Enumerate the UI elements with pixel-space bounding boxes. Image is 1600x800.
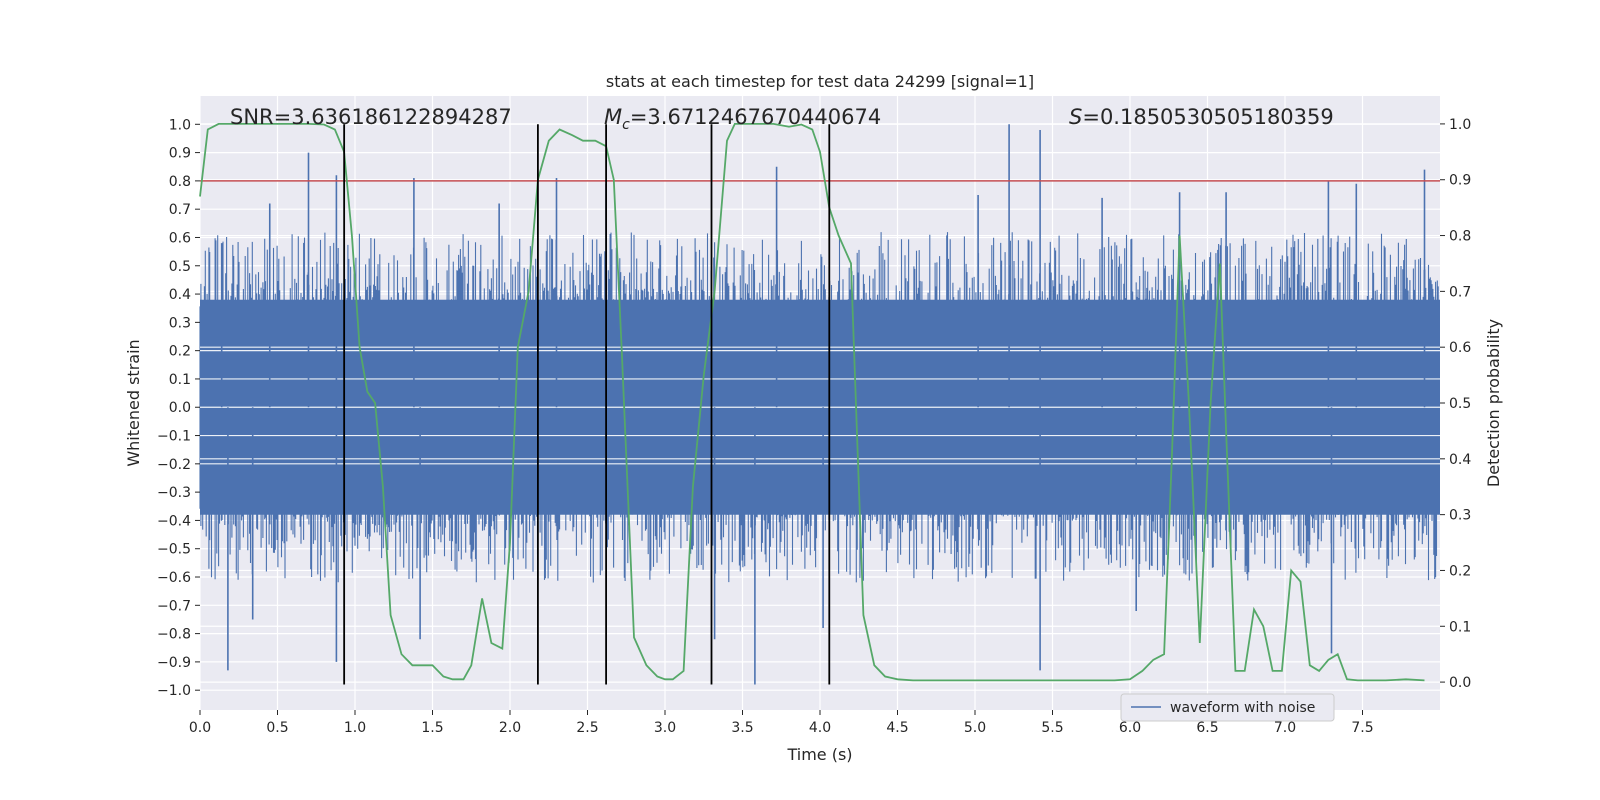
x-tick-label: 7.0 (1274, 720, 1296, 736)
y-right-tick-label: 0.1 (1449, 619, 1471, 635)
snr-annotation: SNR=3.636186122894287 (230, 105, 512, 129)
y-right-tick-label: 0.7 (1449, 284, 1471, 300)
y-right-tick-label: 0.4 (1449, 452, 1471, 468)
x-tick-label: 0.5 (266, 720, 288, 736)
mc-annotation: Mc=3.6712467670440674 (604, 105, 881, 133)
y-right-tick-label: 0.9 (1449, 173, 1471, 189)
y-right-tick-label: 0.3 (1449, 508, 1471, 524)
legend: waveform with noise (1120, 693, 1335, 722)
x-tick-label: 6.5 (1196, 720, 1218, 736)
x-tick-label: 2.0 (499, 720, 521, 736)
x-tick-label: 4.5 (886, 720, 908, 736)
x-tick-label: 2.5 (576, 720, 598, 736)
y-left-tick-label: 0.3 (169, 315, 191, 331)
y-left-tick-label: −0.7 (157, 598, 191, 614)
y-left-tick-label: 0.5 (169, 259, 191, 275)
x-tick-label: 7.5 (1351, 720, 1373, 736)
s-value: =0.1850530505180359 (1082, 105, 1333, 129)
legend-waveform-label: waveform with noise (1170, 700, 1315, 716)
y-left-tick-label: −0.4 (157, 513, 191, 529)
y-left-tick-label: 0.2 (169, 344, 191, 360)
x-tick-label: 3.5 (731, 720, 753, 736)
y-left-tick-label: 0.6 (169, 230, 191, 246)
x-tick-label: 6.0 (1119, 720, 1141, 736)
y-left-tick-label: 1.0 (169, 117, 191, 133)
x-tick-label: 5.5 (1041, 720, 1063, 736)
y-left-tick-label: −1.0 (157, 683, 191, 699)
y-right-tick-label: 1.0 (1449, 117, 1471, 133)
y-left-tick-label: 0.4 (169, 287, 191, 303)
y-left-tick-label: −0.9 (157, 655, 191, 671)
y-right-tick-label: 0.8 (1449, 229, 1471, 245)
y-left-tick-label: −0.8 (157, 627, 191, 643)
x-tick-label: 0.0 (189, 720, 211, 736)
chart-title: stats at each timestep for test data 242… (606, 72, 1034, 91)
x-axis-label: Time (s) (786, 745, 852, 764)
mc-subscript: c (622, 117, 630, 133)
s-symbol: S (1069, 105, 1082, 129)
x-tick-label: 1.0 (344, 720, 366, 736)
y-right-tick-label: 0.5 (1449, 396, 1471, 412)
ticks: 0.0 0.5 1.0 1.5 2.0 2.5 3.0 3.5 4.0 4.5 5.0 5.5 6.0 6… (157, 117, 1471, 736)
y-right-tick-label: 0.2 (1449, 563, 1471, 579)
x-tick-label: 5.0 (964, 720, 986, 736)
y-right-tick-label: 0.0 (1449, 675, 1471, 691)
y-axis-left-label: Whitened strain (124, 339, 143, 466)
y-left-tick-label: −0.3 (157, 485, 191, 501)
y-left-tick-label: 0.9 (169, 146, 191, 162)
s-annotation: S=0.1850530505180359 (1069, 105, 1334, 129)
y-left-tick-label: 0.8 (169, 174, 191, 190)
y-axis-right-label: Detection probability (1484, 319, 1503, 487)
event-lines (343, 124, 831, 685)
y-left-tick-label: 0.0 (169, 400, 191, 416)
x-tick-label: 4.0 (809, 720, 831, 736)
mc-value: =3.6712467670440674 (630, 105, 881, 129)
probability-series (199, 123, 1425, 682)
y-right-tick-label: 0.6 (1449, 340, 1471, 356)
y-left-tick-label: −0.2 (157, 457, 191, 473)
waveform-series (199, 124, 1440, 685)
y-left-tick-label: −0.5 (157, 542, 191, 558)
y-left-tick-label: 0.1 (169, 372, 191, 388)
x-tick-label: 1.5 (421, 720, 443, 736)
x-tick-label: 3.0 (654, 720, 676, 736)
mc-symbol: M (604, 105, 622, 129)
legend-box (1120, 693, 1335, 722)
probability-line (199, 123, 1425, 682)
y-left-tick-label: 0.7 (169, 202, 191, 218)
y-left-tick-label: −0.6 (157, 570, 191, 586)
y-left-tick-label: −0.1 (157, 429, 191, 445)
